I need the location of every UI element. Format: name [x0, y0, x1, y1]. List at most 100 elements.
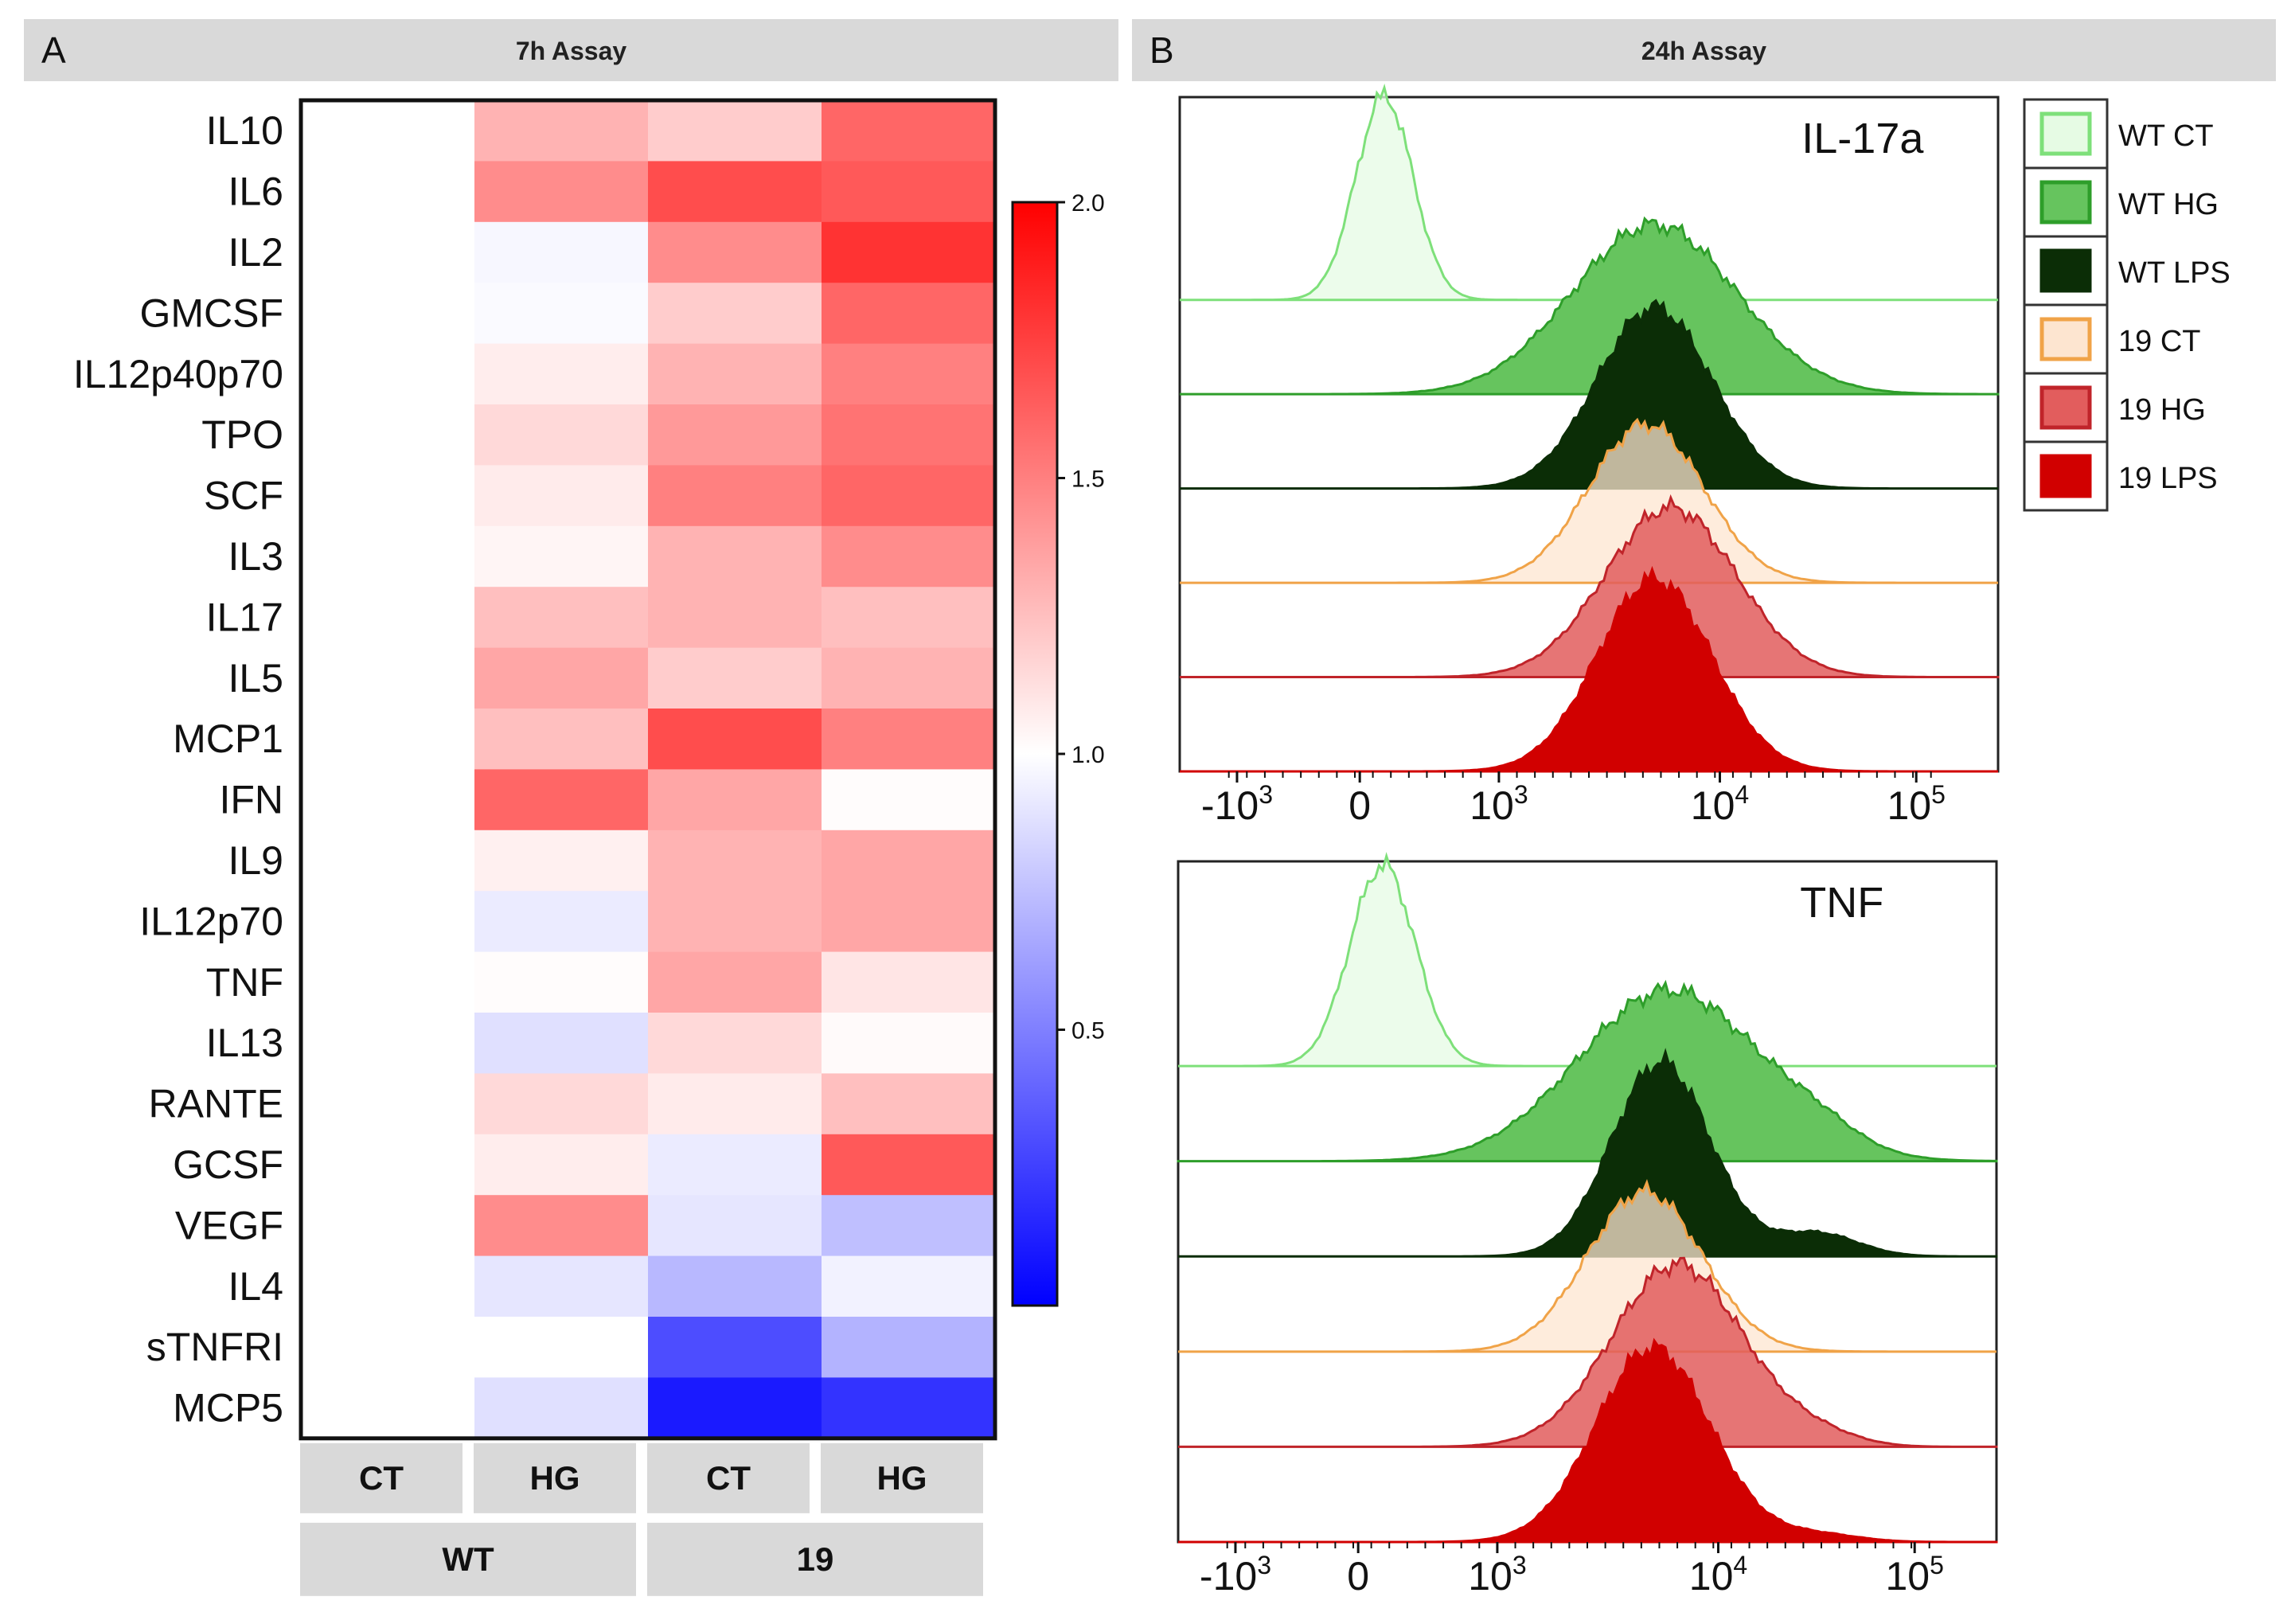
x-tick-exponent: 3 [1259, 780, 1273, 809]
row-label-IFN: IFN [219, 778, 283, 822]
row-label-MCP1: MCP1 [173, 716, 283, 761]
colorbar-tick-label: 1.5 [1071, 467, 1105, 493]
heatmap-cell [301, 343, 475, 405]
heatmap-cell [301, 525, 475, 588]
legend-swatch-19-hg [2039, 385, 2092, 430]
group-box [300, 1522, 636, 1596]
heatmap-cell [474, 465, 649, 527]
heatmap-cell [648, 404, 822, 466]
histogram-title: TNF [1800, 879, 1883, 927]
colorbar-gradient [1011, 201, 1059, 1307]
heatmap-cell [648, 1073, 822, 1135]
heatmap-cell [822, 1134, 996, 1196]
heatmap-cell [822, 343, 996, 405]
legend-swatch-19-lps [2039, 454, 2092, 498]
heatmap-cell [822, 1013, 996, 1074]
panel-b-title: 24h Assay [1641, 37, 1767, 65]
panel-b-header: B 24h Assay [1132, 19, 2276, 81]
heatmap-cell [474, 830, 649, 892]
heatmap-cell [648, 1134, 822, 1196]
legend-swatch-wt-lps [2039, 248, 2092, 293]
column-box [647, 1442, 810, 1513]
heatmap-cell [648, 587, 822, 649]
heatmap-cell [301, 1377, 475, 1439]
row-label-IL13: IL13 [206, 1021, 283, 1065]
legend-label: 19 HG [2118, 393, 2206, 427]
histogram-title: IL-17a [1801, 115, 1924, 162]
x-tick-label: 104 [1689, 1551, 1747, 1599]
x-tick-base: 0 [1347, 1554, 1369, 1599]
column-box [821, 1442, 983, 1513]
x-tick-exponent: 4 [1733, 1551, 1747, 1579]
x-tick-label: 0 [1347, 1554, 1369, 1599]
colorbar-tick-label: 1.0 [1071, 742, 1105, 768]
column-label-0: CT [359, 1459, 404, 1497]
heatmap-cell [648, 525, 822, 588]
heatmap-cell [648, 283, 822, 345]
legend-swatch-wt-hg [2039, 180, 2092, 224]
row-label-IL6: IL6 [228, 170, 283, 214]
heatmap-cell [301, 100, 475, 162]
heatmap-cell [301, 161, 475, 223]
heatmap-cell [474, 1073, 649, 1135]
x-tick-label: 103 [1468, 1551, 1526, 1599]
x-tick-label: -103 [1201, 780, 1273, 828]
x-tick-base: 10 [1468, 1554, 1512, 1599]
panel-b-letter: B [1149, 29, 1174, 71]
heatmap-cell [822, 221, 996, 283]
heatmap-cell [474, 1377, 649, 1439]
heatmap-cell [474, 161, 649, 223]
row-label-MCP5: MCP5 [173, 1386, 283, 1431]
heatmap-cell [474, 891, 649, 953]
heatmap-cell [474, 525, 649, 588]
column-box [300, 1442, 463, 1513]
x-tick-exponent: 5 [1931, 780, 1946, 809]
heatmap-cell [474, 404, 649, 466]
column-box [474, 1442, 636, 1513]
heatmap-cell [301, 1013, 475, 1074]
heatmap-border [299, 98, 997, 1441]
heatmap-cell [301, 465, 475, 527]
heatmap-cell [474, 343, 649, 405]
x-tick-base: 10 [1470, 783, 1514, 828]
heatmap-cell [474, 283, 649, 345]
heatmap-cell [301, 283, 475, 345]
heatmap-cell [648, 891, 822, 953]
x-tick-label: 105 [1887, 780, 1945, 828]
x-tick-base: -10 [1201, 783, 1259, 828]
heatmap-cell [301, 1317, 475, 1378]
row-label-IL17: IL17 [206, 595, 283, 639]
histogram-panel-2: TNF-103 0 103 104 105 [1177, 852, 1998, 1599]
x-tick-base: 10 [1887, 783, 1931, 828]
heatmap-cell [474, 1134, 649, 1196]
colorbar: 2.0 1.5 1.0 0.5 [1011, 190, 1105, 1307]
heatmap-cell [648, 100, 822, 162]
x-tick-label: 0 [1349, 783, 1371, 828]
row-label-SCF: SCF [204, 474, 283, 518]
heatmap-cell [301, 1255, 475, 1318]
x-tick-exponent: 3 [1257, 1551, 1271, 1579]
heatmap-cell [822, 1073, 996, 1135]
legend-label: 19 CT [2118, 325, 2200, 358]
heatmap-cell [301, 709, 475, 770]
row-label-TNF: TNF [206, 960, 283, 1005]
heatmap-cell [474, 1013, 649, 1074]
row-label-sTNFRI: sTNFRI [146, 1325, 283, 1369]
heatmap-cell [822, 951, 996, 1013]
group-label-19: 19 [797, 1540, 834, 1578]
legend-label: 19 LPS [2118, 462, 2218, 495]
heatmap-cell [822, 1377, 996, 1439]
legend: WT CT WT HG WT LPS 19 CT 19 HG 19 LPS [2023, 98, 2231, 512]
column-label-2: CT [706, 1459, 751, 1497]
x-tick-base: 0 [1349, 783, 1371, 828]
x-tick-exponent: 5 [1930, 1551, 1944, 1579]
x-tick-base: 10 [1691, 783, 1735, 828]
heatmap-cell [822, 283, 996, 345]
heatmap-cell [648, 465, 822, 527]
x-tick-exponent: 3 [1514, 780, 1528, 809]
column-label-3: HG [877, 1459, 927, 1497]
legend-label: WT HG [2118, 188, 2219, 221]
row-label-IL3: IL3 [228, 534, 283, 579]
heatmap-cell [301, 830, 475, 892]
panel-a-title: 7h Assay [515, 37, 627, 65]
